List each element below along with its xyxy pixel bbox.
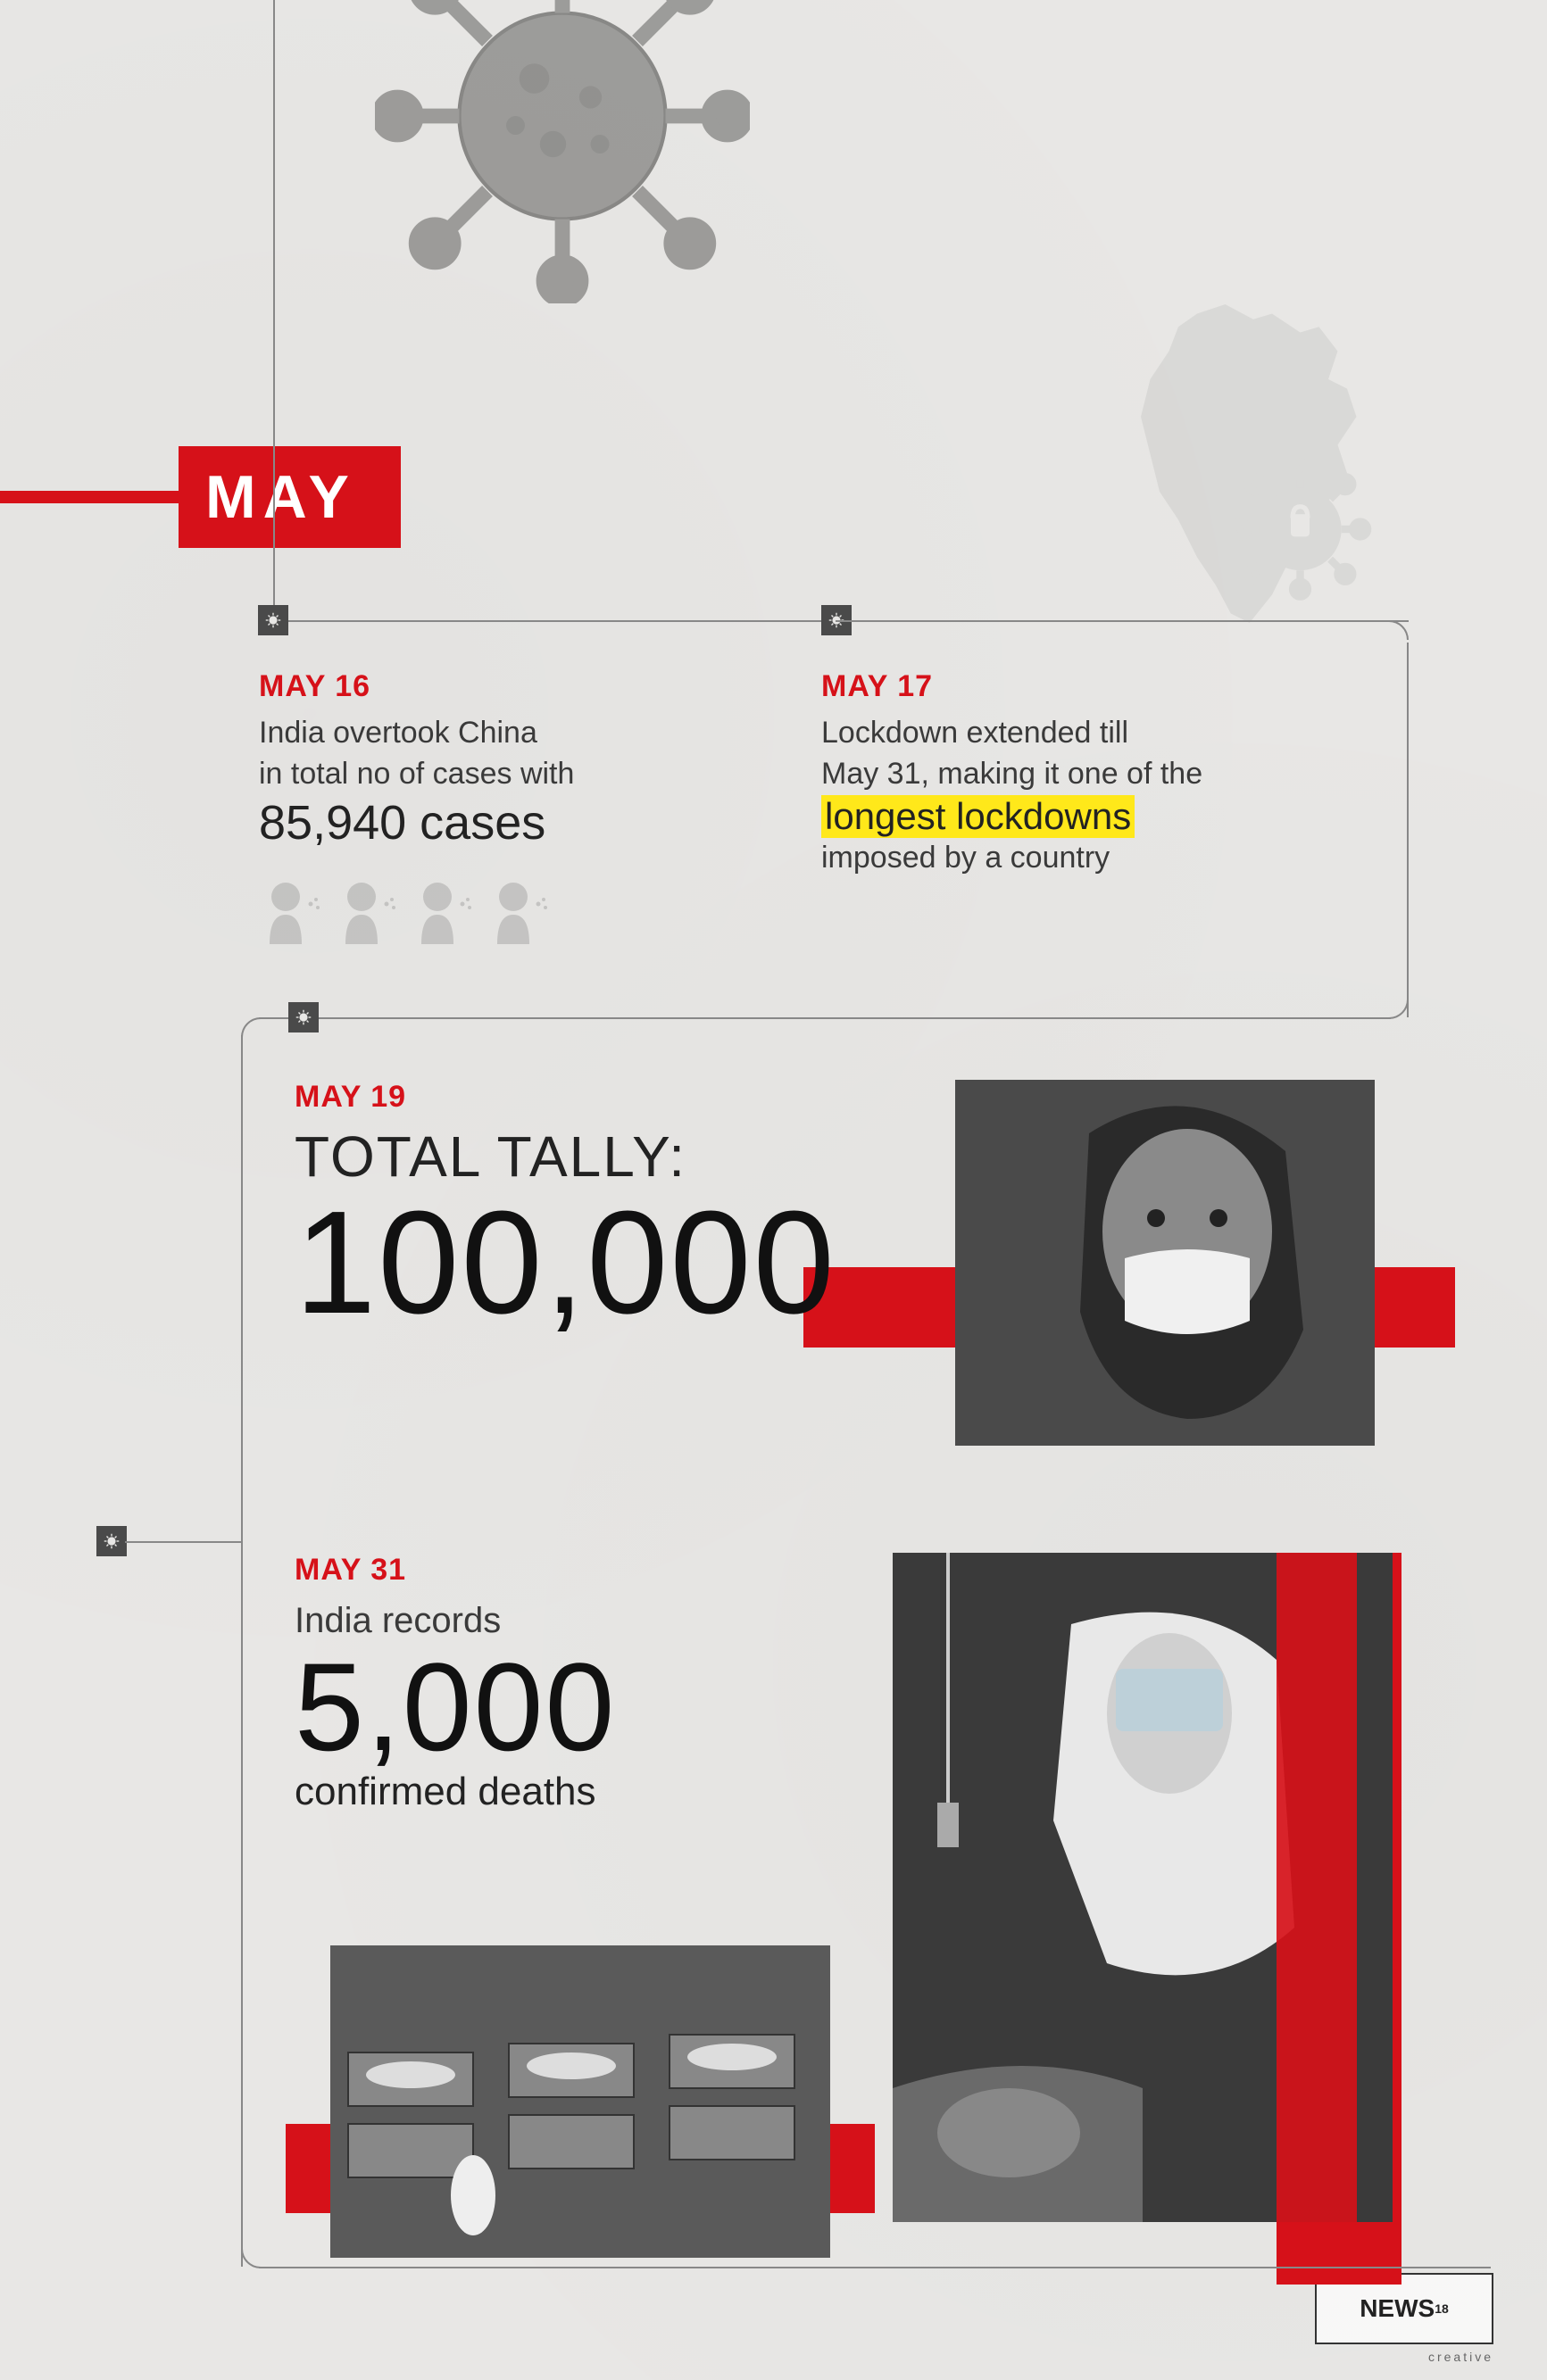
timeline-dot [96,1526,127,1556]
month-bar-thin [0,491,179,503]
timeline-line-vertical-right [1407,643,1409,1017]
entry-label: TOTAL TALLY: [295,1124,836,1190]
entry-may19: MAY 19 TOTAL TALLY: 100,000 [295,1080,836,1336]
virus-illustration [375,0,750,303]
entry-stat: 100,000 [295,1190,836,1336]
logo-brand: NEWS [1360,2294,1435,2323]
logo-num: 18 [1435,2301,1449,2316]
entry-text: in total no of cases with [259,754,574,795]
month-banner: MAY [0,446,401,548]
timeline-line-vertical-2 [241,1035,243,2267]
entry-highlight: longest lockdowns [821,795,1135,838]
entry-stat: 85,940 cases [259,795,574,850]
entry-text: May 31, making it one of the [821,754,1202,795]
entry-may31: MAY 31 India records 5,000 confirmed dea… [295,1553,616,1814]
entry-stat: 5,000 [295,1645,616,1770]
entry-text: India overtook China [259,713,574,754]
entry-may17: MAY 17 Lockdown extended till May 31, ma… [821,669,1202,879]
entry-date: MAY 16 [259,669,574,704]
photo-masked-woman [955,1080,1375,1446]
logo-sub: creative [1428,2350,1493,2364]
timeline-branch-outer [125,1541,242,1543]
entry-may16: MAY 16 India overtook China in total no … [259,669,574,953]
timeline-branch-h2 [836,620,1409,622]
timeline-branch-h1 [273,620,836,622]
entry-date: MAY 31 [295,1553,616,1588]
entry-text: Lockdown extended till [821,713,1202,754]
entry-text: confirmed deaths [295,1770,616,1814]
red-stripe-overlay [1277,1553,1357,2222]
photo-hospital-ward [330,1945,830,2258]
india-map-silhouette [1047,286,1422,643]
timeline-line-vertical-1 [273,0,275,605]
entry-date: MAY 17 [821,669,1202,704]
timeline-dot [258,605,288,635]
entry-date: MAY 19 [295,1080,836,1115]
month-label: MAY [179,446,401,548]
timeline-dot [288,1002,319,1032]
coughing-people-icons [259,877,574,953]
timeline-branch-h4 [259,2267,1491,2268]
entry-text: imposed by a country [821,838,1202,879]
timeline-branch-h3 [259,1017,1391,1019]
